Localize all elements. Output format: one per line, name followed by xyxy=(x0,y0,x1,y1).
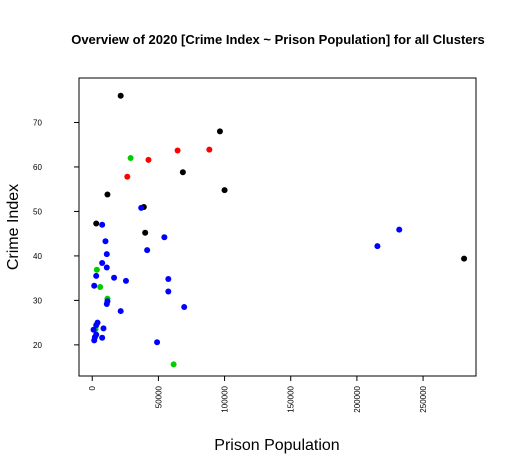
data-point xyxy=(117,308,124,315)
data-point xyxy=(93,266,100,273)
data-point xyxy=(165,276,172,283)
data-point xyxy=(179,169,186,176)
y-tick-label: 30 xyxy=(33,296,42,305)
data-point xyxy=(97,284,104,291)
data-point xyxy=(100,325,107,332)
y-axis: 20 30 40 50 60 70 xyxy=(33,118,79,350)
data-point xyxy=(461,255,468,262)
data-point xyxy=(142,229,149,236)
data-point xyxy=(93,220,100,227)
data-point xyxy=(111,274,118,281)
plot-frame xyxy=(78,77,477,377)
data-point xyxy=(161,234,168,241)
data-point xyxy=(170,361,177,368)
data-point xyxy=(104,191,111,198)
data-point xyxy=(99,221,106,228)
data-point xyxy=(103,300,110,307)
data-point xyxy=(99,334,106,341)
data-point xyxy=(124,173,131,180)
y-tick-label: 40 xyxy=(33,252,42,261)
x-tick-label: 200000 xyxy=(353,385,362,412)
data-point xyxy=(103,251,110,258)
data-point xyxy=(99,260,106,267)
data-point xyxy=(93,272,100,279)
data-point xyxy=(154,339,161,346)
x-tick-label: 250000 xyxy=(419,385,428,412)
data-point xyxy=(174,147,181,154)
data-point xyxy=(396,226,403,233)
data-point xyxy=(181,304,188,311)
data-points xyxy=(90,92,468,368)
data-point xyxy=(127,155,134,162)
data-point xyxy=(91,337,98,344)
y-tick-label: 50 xyxy=(33,207,42,216)
data-point xyxy=(102,238,109,245)
data-point xyxy=(117,92,124,99)
chart-title: Overview of 2020 [Crime Index ~ Prison P… xyxy=(71,32,485,47)
y-tick-label: 20 xyxy=(33,341,42,350)
data-point xyxy=(216,128,223,135)
y-axis-title: Crime Index xyxy=(5,184,22,270)
data-point xyxy=(138,204,145,211)
data-point xyxy=(103,264,110,271)
data-point xyxy=(90,326,97,333)
x-tick-label: 0 xyxy=(88,385,97,390)
y-tick-label: 60 xyxy=(33,163,42,172)
data-point xyxy=(144,247,151,254)
data-point xyxy=(206,146,213,153)
data-point xyxy=(93,322,100,329)
data-point xyxy=(221,187,228,194)
data-point xyxy=(165,288,172,295)
x-tick-label: 100000 xyxy=(221,385,230,412)
data-point xyxy=(91,282,98,289)
data-point xyxy=(122,277,129,284)
data-point xyxy=(374,243,381,250)
x-axis-title: Prison Population xyxy=(214,437,339,454)
x-axis: 0 50000 100000 150000 200000 250000 xyxy=(88,376,428,413)
x-tick-label: 150000 xyxy=(287,385,296,412)
y-tick-label: 70 xyxy=(33,118,42,127)
x-tick-label: 50000 xyxy=(154,385,163,408)
data-point xyxy=(145,156,152,163)
